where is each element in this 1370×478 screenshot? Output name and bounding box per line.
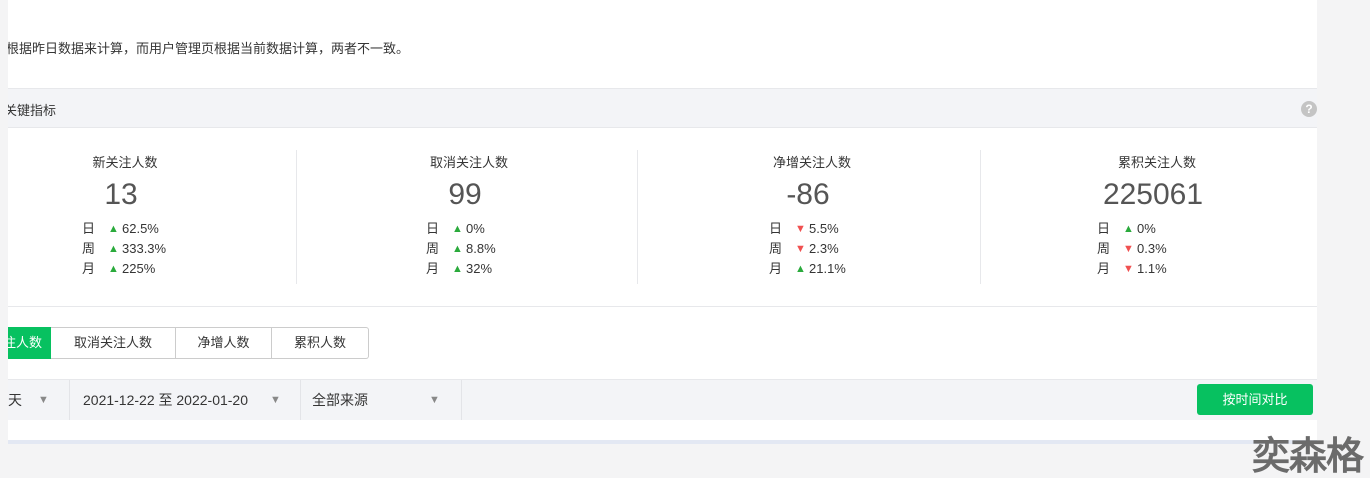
tab-new-followers[interactable]: 新关注人数 xyxy=(8,327,51,359)
metric-value: 225061 xyxy=(1102,178,1204,211)
metric-change-row: 日 ▼ 5.5% xyxy=(769,219,855,239)
period-label: 日 xyxy=(426,221,440,236)
metric-tabs: 新关注人数 取消关注人数 净增人数 累积人数 xyxy=(8,327,369,359)
metric-card: 新关注人数 13 日 ▲ 62.5% 周 ▲ 333.3% 月 ▲ 225% xyxy=(82,152,168,279)
source-select[interactable]: 全部来源 ▼ xyxy=(301,380,462,420)
period-label: 月 xyxy=(1097,261,1111,276)
divider xyxy=(296,150,297,284)
metric-change-row: 日 ▲ 62.5% xyxy=(82,219,168,239)
metric-value: 99 xyxy=(448,178,482,211)
period-label: 周 xyxy=(426,241,440,256)
section-title: 关键指标 xyxy=(8,103,57,118)
period-label: 日 xyxy=(1097,221,1111,236)
tab-cumulative[interactable]: 累积人数 xyxy=(272,327,369,359)
date-range-select[interactable]: 2021-12-22 至 2022-01-20 ▼ xyxy=(70,380,301,420)
metric-change-row: 月 ▲ 32% xyxy=(426,259,512,279)
divider xyxy=(637,150,638,284)
chevron-down-icon: ▼ xyxy=(270,394,281,406)
arrow-up-icon: ▲ xyxy=(108,243,119,255)
chevron-down-icon: ▼ xyxy=(429,394,440,406)
arrow-up-icon: ▲ xyxy=(452,243,463,255)
period-label: 日 xyxy=(769,221,783,236)
arrow-down-icon: ▼ xyxy=(795,223,806,235)
chevron-down-icon: ▼ xyxy=(38,394,49,406)
metric-title: 净增关注人数 xyxy=(772,155,851,170)
arrow-down-icon: ▼ xyxy=(1123,243,1134,255)
period-label: 月 xyxy=(426,261,440,276)
arrow-up-icon: ▲ xyxy=(108,223,119,235)
metric-title: 新关注人数 xyxy=(92,155,158,170)
metric-change-row: 周 ▲ 333.3% xyxy=(82,239,168,259)
arrow-up-icon: ▲ xyxy=(452,223,463,235)
period-select[interactable]: 最近30天 ▼ xyxy=(8,380,70,420)
change-value: 5.5% xyxy=(809,221,839,236)
period-label: 月 xyxy=(82,261,96,276)
change-value: 32% xyxy=(466,261,493,276)
metric-change-row: 日 ▲ 0% xyxy=(426,219,512,239)
change-value: 62.5% xyxy=(122,221,159,236)
arrow-up-icon: ▲ xyxy=(795,263,806,275)
period-label: 周 xyxy=(1097,241,1111,256)
change-value: 0.3% xyxy=(1137,241,1167,256)
change-value: 0% xyxy=(1137,221,1156,236)
help-icon[interactable]: ? xyxy=(1301,101,1317,117)
divider xyxy=(8,306,1317,307)
arrow-up-icon: ▲ xyxy=(108,263,119,275)
bottom-border xyxy=(8,440,1317,444)
notice-text: 根据昨日数据来计算，而用户管理页根据当前数据计算，两者不一致。 xyxy=(8,41,410,56)
metric-change-row: 月 ▲ 225% xyxy=(82,259,168,279)
metric-title: 取消关注人数 xyxy=(429,155,508,170)
watermark-logo: 奕森格 xyxy=(1252,436,1364,478)
arrow-up-icon: ▲ xyxy=(452,263,463,275)
metric-value: -86 xyxy=(786,178,830,211)
change-value: 0% xyxy=(466,221,485,236)
filter-bar: 最近30天 ▼ 2021-12-22 至 2022-01-20 ▼ 全部来源 ▼… xyxy=(8,379,1317,420)
metric-change-row: 日 ▲ 0% xyxy=(1097,219,1217,239)
compare-by-time-button[interactable]: 按时间对比 xyxy=(1197,384,1313,415)
metric-card: 取消关注人数 99 日 ▲ 0% 周 ▲ 8.8% 月 ▲ 32% xyxy=(426,152,512,279)
metric-card: 累积关注人数 225061 日 ▲ 0% 周 ▼ 0.3% 月 ▼ 1.1% xyxy=(1097,152,1217,279)
arrow-down-icon: ▼ xyxy=(795,243,806,255)
period-label: 周 xyxy=(82,241,96,256)
arrow-up-icon: ▲ xyxy=(1123,223,1134,235)
change-value: 333.3% xyxy=(122,241,167,256)
metric-card: 净增关注人数 -86 日 ▼ 5.5% 周 ▼ 2.3% 月 ▲ 21.1% xyxy=(769,152,855,279)
change-value: 2.3% xyxy=(809,241,839,256)
metric-change-row: 月 ▼ 1.1% xyxy=(1097,259,1217,279)
period-label: 周 xyxy=(769,241,783,256)
period-label: 月 xyxy=(769,261,783,276)
metric-value: 13 xyxy=(104,178,138,211)
arrow-down-icon: ▼ xyxy=(1123,263,1134,275)
change-value: 1.1% xyxy=(1137,261,1167,276)
tab-net-growth[interactable]: 净增人数 xyxy=(176,327,272,359)
main-panel: 根据昨日数据来计算，而用户管理页根据当前数据计算，两者不一致。 关键指标 ? 新… xyxy=(8,0,1317,440)
period-label: 日 xyxy=(82,221,96,236)
section-header: 关键指标 ? xyxy=(8,88,1317,128)
metric-title: 累积关注人数 xyxy=(1117,155,1196,170)
source-value: 全部来源 xyxy=(312,392,368,408)
date-range-value: 2021-12-22 至 2022-01-20 xyxy=(83,392,249,408)
period-value: 最近30天 xyxy=(8,392,22,408)
change-value: 21.1% xyxy=(809,261,846,276)
metric-change-row: 周 ▲ 8.8% xyxy=(426,239,512,259)
divider xyxy=(980,150,981,284)
change-value: 8.8% xyxy=(466,241,496,256)
tab-label: 新关注人数 xyxy=(8,335,42,350)
metric-change-row: 周 ▼ 0.3% xyxy=(1097,239,1217,259)
metric-change-row: 月 ▲ 21.1% xyxy=(769,259,855,279)
metric-change-row: 周 ▼ 2.3% xyxy=(769,239,855,259)
change-value: 225% xyxy=(122,261,156,276)
tab-unfollows[interactable]: 取消关注人数 xyxy=(51,327,176,359)
